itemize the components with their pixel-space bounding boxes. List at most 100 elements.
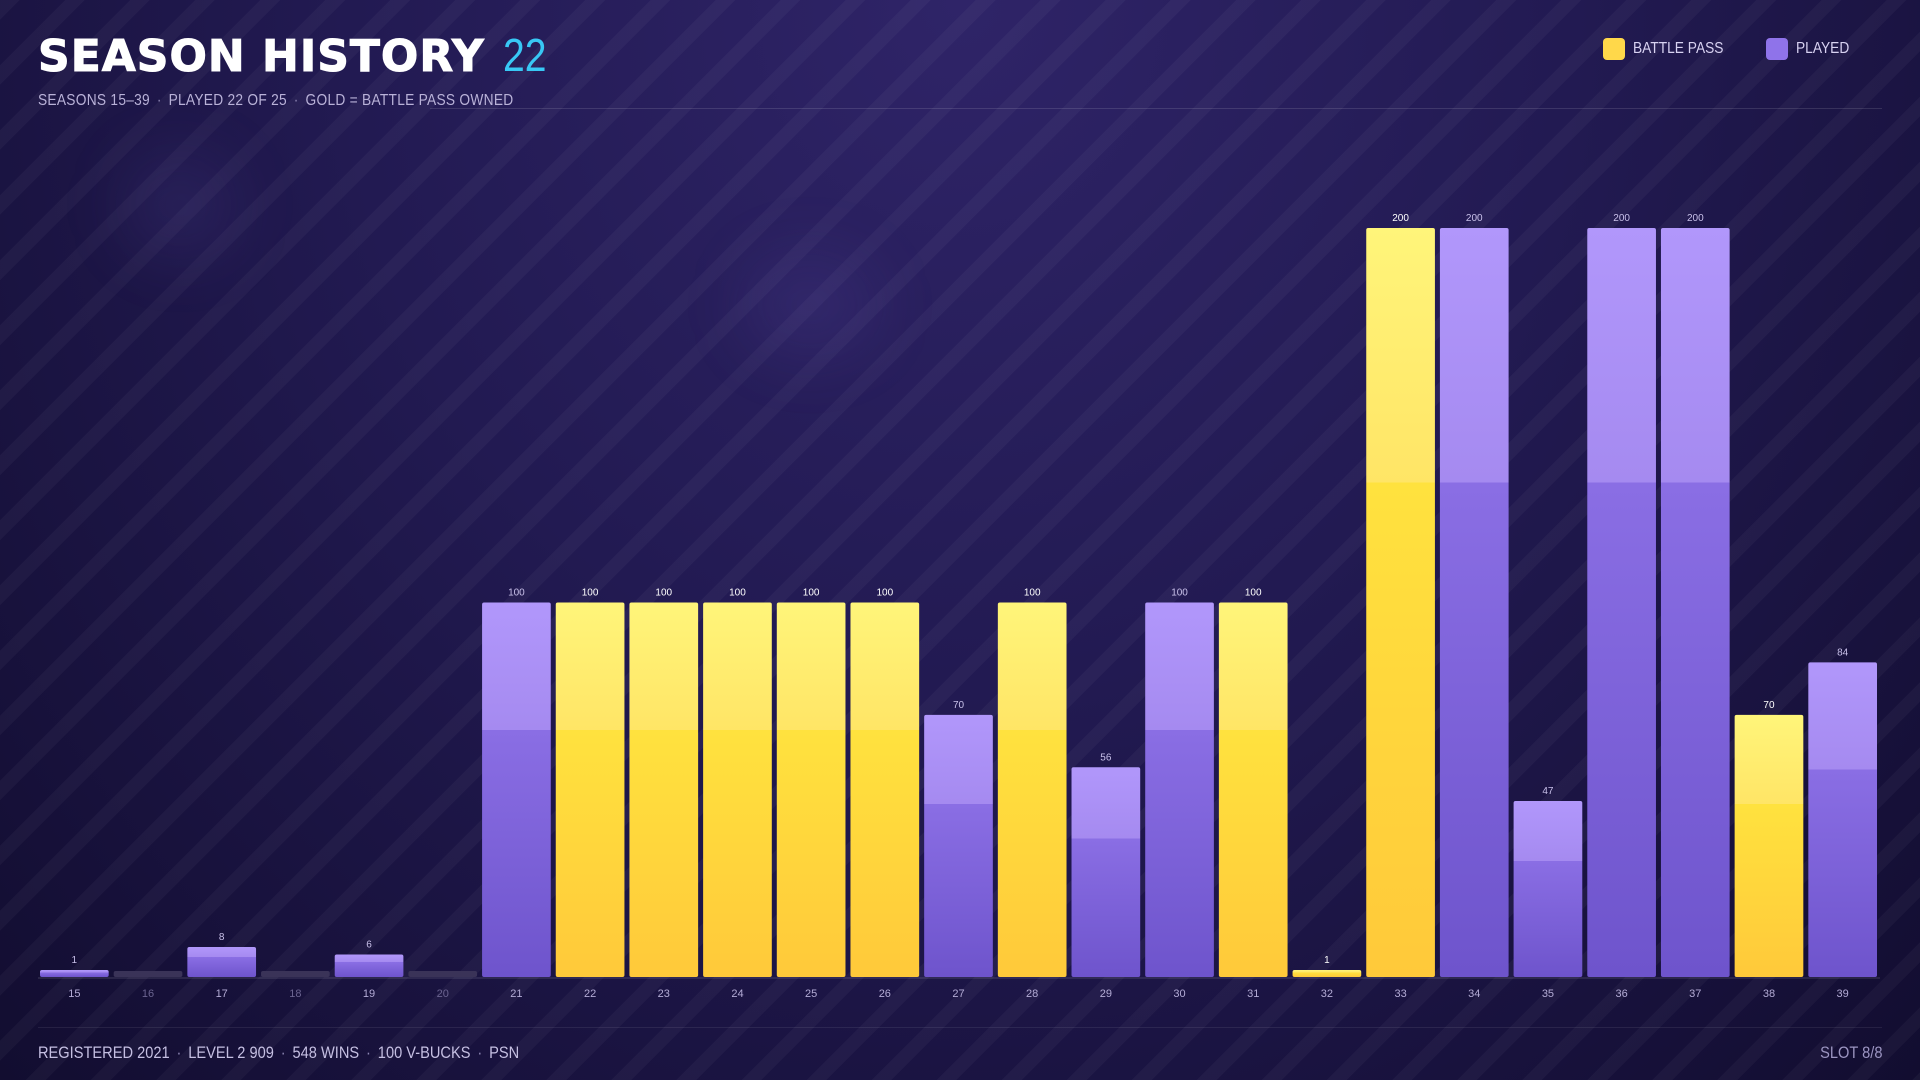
page-title: SEASON HISTORY — [38, 31, 485, 83]
header-divider — [430, 108, 1882, 109]
x-tick-label-35: 35 — [1542, 988, 1554, 1000]
bar-value-label-37: 200 — [1687, 213, 1704, 224]
bar-value-label-26: 100 — [876, 588, 893, 599]
background-glow — [120, 150, 240, 260]
bar-season-31[interactable] — [1218, 602, 1288, 978]
x-tick-label-17: 17 — [216, 988, 228, 1000]
legend-item-played: PLAYED — [1766, 38, 1858, 60]
bar-season-38[interactable] — [1734, 714, 1804, 977]
bar-season-16-not-played — [113, 971, 183, 977]
seasons-played-count: 22 — [502, 29, 547, 81]
x-tick-label-38: 38 — [1763, 988, 1775, 1000]
bar-value-label-32: 1 — [1324, 955, 1330, 966]
bar-value-label-24: 100 — [729, 588, 746, 599]
bar-season-39[interactable] — [1808, 662, 1877, 977]
subtitle-gold-note: GOLD = BATTLE PASS OWNED — [305, 92, 514, 109]
x-tick-label-24: 24 — [731, 988, 743, 1000]
bar-value-label-15: 1 — [72, 955, 78, 966]
bar-value-label-31: 100 — [1245, 588, 1262, 599]
background-glow — [740, 250, 880, 360]
bar-value-label-30: 100 — [1171, 588, 1188, 599]
x-tick-label-37: 37 — [1689, 988, 1701, 1000]
bar-season-30[interactable] — [1145, 602, 1214, 978]
subtitle: SEASONS 15–39 · PLAYED 22 OF 25 · GOLD = BAT… — [38, 92, 513, 110]
separator-dot: · — [176, 1043, 182, 1062]
bar-season-36[interactable] — [1587, 228, 1656, 977]
bar-value-label-25: 100 — [803, 588, 820, 599]
x-tick-label-27: 27 — [952, 988, 964, 1000]
bar-season-26[interactable] — [850, 602, 920, 978]
bar-value-label-22: 100 — [582, 588, 599, 599]
wins-count: 548 WINS — [292, 1043, 360, 1062]
bar-value-label-38: 70 — [1763, 700, 1775, 711]
x-tick-label-30: 30 — [1173, 988, 1185, 1000]
bar-value-label-35: 47 — [1542, 786, 1554, 797]
account-level: LEVEL 2 909 — [188, 1043, 274, 1062]
bar-value-label-29: 56 — [1100, 752, 1112, 763]
x-tick-label-33: 33 — [1394, 988, 1406, 1000]
separator-dot: · — [293, 92, 299, 109]
bar-season-35[interactable] — [1513, 800, 1583, 977]
bar-season-34[interactable] — [1439, 228, 1509, 977]
bar-season-24[interactable] — [703, 602, 772, 978]
bar-season-22[interactable] — [555, 602, 625, 978]
bar-season-32[interactable] — [1292, 970, 1362, 977]
bar-season-20-not-played — [408, 971, 478, 977]
separator-dot: · — [477, 1043, 483, 1062]
bar-value-label-27: 70 — [953, 700, 965, 711]
separator-dot: · — [280, 1043, 286, 1062]
bar-value-label-23: 100 — [655, 588, 672, 599]
x-tick-label-19: 19 — [363, 988, 375, 1000]
bar-season-29[interactable] — [1071, 767, 1141, 977]
subtitle-played-summary: PLAYED 22 OF 25 — [168, 92, 287, 109]
bar-value-label-34: 200 — [1466, 213, 1483, 224]
bar-season-15[interactable] — [40, 970, 109, 977]
bar-season-17[interactable] — [187, 947, 257, 977]
x-tick-label-31: 31 — [1247, 988, 1259, 1000]
battle-pass-swatch — [1602, 38, 1625, 60]
bar-value-label-19: 6 — [366, 940, 372, 951]
bar-season-28[interactable] — [997, 602, 1067, 978]
bar-value-label-17: 8 — [219, 932, 225, 943]
x-tick-label-22: 22 — [584, 988, 596, 1000]
legend-label-played: PLAYED — [1796, 40, 1850, 57]
vbucks-balance: 100 V-BUCKS — [377, 1043, 471, 1062]
played-swatch — [1766, 38, 1789, 60]
separator-dot: · — [366, 1043, 371, 1062]
x-tick-label-21: 21 — [510, 988, 522, 1000]
x-tick-label-36: 36 — [1615, 988, 1627, 1000]
registered-year: REGISTERED 2021 — [38, 1043, 170, 1062]
bar-season-25[interactable] — [776, 602, 846, 978]
bar-season-37[interactable] — [1660, 228, 1730, 977]
chart-legend: BATTLE PASS PLAYED — [1575, 38, 1858, 60]
bar-season-27[interactable] — [924, 714, 993, 977]
x-tick-label-15: 15 — [68, 988, 80, 1000]
x-tick-label-25: 25 — [805, 988, 817, 1000]
legend-label-battle-pass: BATTLE PASS — [1632, 40, 1724, 57]
platform: PSN — [489, 1043, 520, 1062]
bar-value-label-21: 100 — [508, 588, 525, 599]
bar-season-33[interactable] — [1366, 228, 1435, 977]
bar-season-21[interactable] — [482, 602, 551, 978]
bar-season-19[interactable] — [334, 954, 404, 977]
subtitle-seasons-range: SEASONS 15–39 — [38, 92, 150, 109]
x-tick-label-26: 26 — [879, 988, 891, 1000]
slot-indicator: SLOT 8/8 — [1819, 1043, 1882, 1062]
x-tick-label-28: 28 — [1026, 988, 1038, 1000]
x-tick-label-20: 20 — [437, 988, 449, 1000]
title-row: SEASON HISTORY 22 — [38, 28, 554, 88]
bar-season-23[interactable] — [629, 602, 699, 978]
x-tick-label-34: 34 — [1468, 988, 1480, 1000]
x-tick-label-18: 18 — [289, 988, 301, 1000]
bar-value-label-28: 100 — [1024, 588, 1041, 599]
bar-value-label-39: 84 — [1837, 647, 1849, 658]
x-tick-label-16: 16 — [142, 988, 154, 1000]
legend-item-battle-pass: BATTLE PASS — [1602, 38, 1738, 60]
x-tick-label-29: 29 — [1100, 988, 1112, 1000]
x-tick-label-23: 23 — [658, 988, 670, 1000]
x-tick-label-39: 39 — [1837, 988, 1849, 1000]
separator-dot: · — [156, 92, 162, 109]
bar-season-18-not-played — [261, 971, 330, 977]
